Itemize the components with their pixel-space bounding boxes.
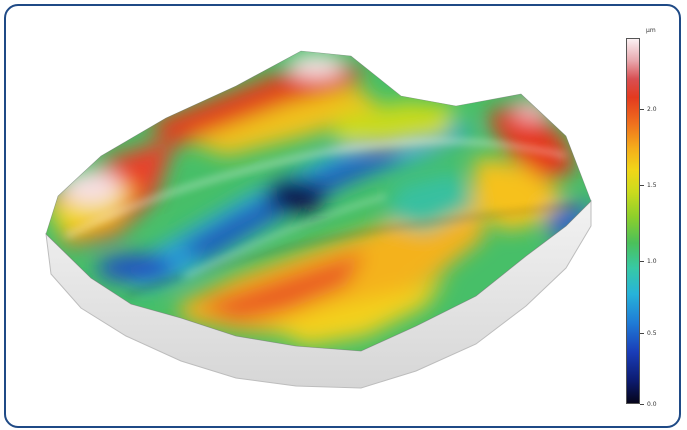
colorbar-scale	[626, 38, 640, 404]
colorbar-tick-label: 0.0	[647, 400, 657, 408]
colorbar-tick-label: 1.0	[647, 257, 657, 265]
colorbar-unit-label: µm	[646, 27, 656, 34]
figure-frame: µm 2.0 1.5 1.0 0.5 0.0	[4, 4, 681, 428]
colorbar-tick-label: 1.5	[647, 181, 657, 189]
colorbar-tick: 1.5	[640, 180, 657, 190]
colorbar-tick: 2.0	[640, 104, 657, 114]
colorbar-tick: 0.0	[640, 399, 657, 409]
colorbar-tick-label: 2.0	[647, 105, 657, 113]
colorbar-tick-label: 0.5	[647, 329, 657, 337]
surface-3d-plot	[45, 50, 592, 389]
colorbar-tick: 1.0	[640, 256, 657, 266]
colorbar-tick: 0.5	[640, 328, 657, 338]
